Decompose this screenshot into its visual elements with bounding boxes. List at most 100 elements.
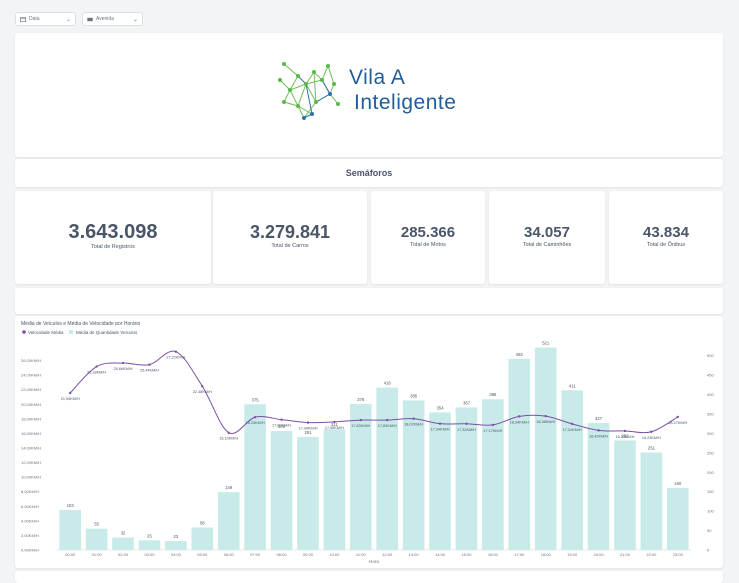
speed-value-label: 18,34KM/H bbox=[510, 420, 529, 424]
x-axis-tick-label: 12:00 bbox=[382, 552, 393, 557]
stat-value: 285.366 bbox=[400, 224, 456, 241]
stat-card-total-carros: 3.279.841 Total de Carros bbox=[213, 191, 367, 284]
bar-value-label: 492 bbox=[516, 352, 524, 357]
x-axis-tick-label: 14:00 bbox=[435, 552, 446, 557]
x-axis-tick-label: 06:00 bbox=[224, 552, 235, 557]
bar bbox=[587, 422, 610, 550]
x-axis-tick-label: 08:00 bbox=[277, 552, 288, 557]
stat-value: 34.057 bbox=[524, 224, 570, 241]
chevron-down-icon: ⌄ bbox=[132, 16, 138, 23]
bar bbox=[640, 452, 663, 550]
speed-point bbox=[570, 422, 574, 426]
bar-value-label: 282 bbox=[621, 433, 629, 438]
x-axis-tick-label: 20:00 bbox=[594, 552, 605, 557]
x-axis-tick-label: 09:00 bbox=[303, 552, 314, 557]
speed-point bbox=[597, 429, 600, 432]
section-title: Semáforos bbox=[345, 168, 393, 178]
x-axis-tick-label: 01:00 bbox=[92, 552, 103, 557]
right-axis-tick-label: 0 bbox=[707, 548, 710, 553]
section-header-card: Semáforos bbox=[15, 159, 723, 187]
avenue-filter-label: Avenida bbox=[96, 16, 114, 22]
x-axis-tick-label: 22:00 bbox=[646, 552, 657, 557]
speed-value-label: 16,34KM/H bbox=[615, 435, 634, 439]
legend-bar-label: Média de Quantidade Veículos bbox=[76, 330, 138, 335]
speed-value-label: 17,58KM/H bbox=[325, 426, 344, 430]
bar-value-label: 411 bbox=[569, 383, 576, 388]
right-axis-tick-label: 500 bbox=[707, 353, 714, 358]
x-axis-title: Hora bbox=[369, 559, 379, 564]
date-filter-label: Data bbox=[29, 16, 40, 22]
speed-value-label: 25,18KM/H bbox=[87, 371, 106, 375]
bar bbox=[402, 400, 425, 550]
speed-value-label: 17,83KM/H bbox=[351, 424, 370, 428]
bar bbox=[666, 487, 689, 550]
left-axis-tick-label: 16,00KM/H bbox=[21, 431, 41, 436]
bar-value-label: 291 bbox=[304, 430, 312, 435]
x-axis-tick-label: 02:00 bbox=[118, 552, 129, 557]
stat-card-total-onibus: 43.834 Total de Ônibus bbox=[609, 191, 723, 284]
bar bbox=[561, 390, 583, 550]
stat-card-total-registros: 3.643.098 Total de Registros bbox=[15, 191, 211, 284]
speed-point bbox=[465, 422, 468, 426]
calendar-icon bbox=[20, 16, 26, 22]
left-axis-tick-label: 0,00KM/H bbox=[21, 548, 39, 553]
speed-point bbox=[333, 420, 336, 424]
speed-point bbox=[280, 418, 283, 421]
bar bbox=[244, 404, 266, 550]
speed-value-label: 17,89KM/H bbox=[272, 424, 291, 428]
speed-point bbox=[623, 429, 627, 433]
right-axis-tick-label: 100 bbox=[707, 509, 714, 514]
x-axis-tick-label: 16:00 bbox=[488, 552, 499, 557]
speed-line bbox=[69, 350, 679, 435]
bar-value-label: 32 bbox=[121, 531, 126, 536]
stat-value: 3.643.098 bbox=[68, 221, 158, 243]
x-axis-tick-label: 19:00 bbox=[567, 552, 578, 557]
bar bbox=[323, 429, 346, 550]
vila-a-logo-graphic bbox=[278, 62, 340, 120]
speed-point bbox=[95, 365, 98, 368]
speed-value-label: 17,17KM/H bbox=[483, 429, 502, 433]
bar bbox=[165, 541, 187, 550]
speed-point bbox=[438, 422, 442, 425]
legend-line-label: Velocidade Média bbox=[28, 330, 64, 335]
bar-value-label: 55 bbox=[94, 522, 99, 527]
bar-value-label: 521 bbox=[542, 341, 550, 346]
speed-value-label: 18,02KM/H bbox=[404, 423, 423, 427]
speed-value-label: 18,38KM/H bbox=[536, 420, 555, 424]
logo-text-line2: Inteligente bbox=[354, 91, 457, 114]
stat-label: Total de Motos bbox=[410, 242, 446, 248]
bar-value-label: 367 bbox=[463, 400, 471, 405]
stat-value: 3.279.841 bbox=[249, 222, 331, 242]
x-axis-tick-label: 03:00 bbox=[144, 552, 155, 557]
bar-value-label: 306 bbox=[278, 424, 286, 429]
left-axis-tick-label: 14,00KM/H bbox=[21, 446, 41, 451]
bar bbox=[112, 537, 134, 550]
speed-value-label: 25,66KM/H bbox=[114, 367, 133, 371]
speed-value-label: 16,23KM/H bbox=[642, 436, 661, 440]
bar-value-label: 388 bbox=[489, 392, 497, 397]
x-axis-tick-label: 07:00 bbox=[250, 552, 261, 557]
bar-value-label: 23 bbox=[174, 534, 179, 539]
map-icon bbox=[87, 17, 93, 21]
speed-point bbox=[518, 415, 521, 418]
date-filter[interactable]: Data ⌄ bbox=[15, 12, 76, 26]
left-axis-tick-label: 18,00KM/H bbox=[21, 416, 41, 421]
chart-title: Média de Veículos e Média de Velocidade … bbox=[21, 321, 140, 327]
left-axis-tick-label: 26,00KM/H bbox=[21, 358, 41, 363]
bar-value-label: 103 bbox=[67, 503, 75, 508]
bottom-panel bbox=[15, 571, 723, 583]
bar-value-label: 251 bbox=[648, 445, 656, 450]
speed-point bbox=[121, 361, 125, 365]
x-axis-tick-label: 10:00 bbox=[329, 552, 340, 557]
left-axis-tick-label: 10,00KM/H bbox=[21, 475, 41, 480]
avenue-filter[interactable]: Avenida ⌄ bbox=[82, 12, 143, 26]
speed-point bbox=[253, 415, 257, 419]
speed-value-label: 16,42KM/H bbox=[589, 434, 608, 438]
stat-label: Total de Carros bbox=[271, 243, 309, 249]
bar bbox=[297, 436, 319, 550]
x-axis-tick-label: 17:00 bbox=[514, 552, 525, 557]
bar-value-label: 149 bbox=[225, 485, 233, 490]
right-axis-tick-label: 250 bbox=[707, 450, 714, 455]
x-axis-tick-label: 04:00 bbox=[171, 552, 182, 557]
speed-value-label: 17,83KM/H bbox=[378, 424, 397, 428]
